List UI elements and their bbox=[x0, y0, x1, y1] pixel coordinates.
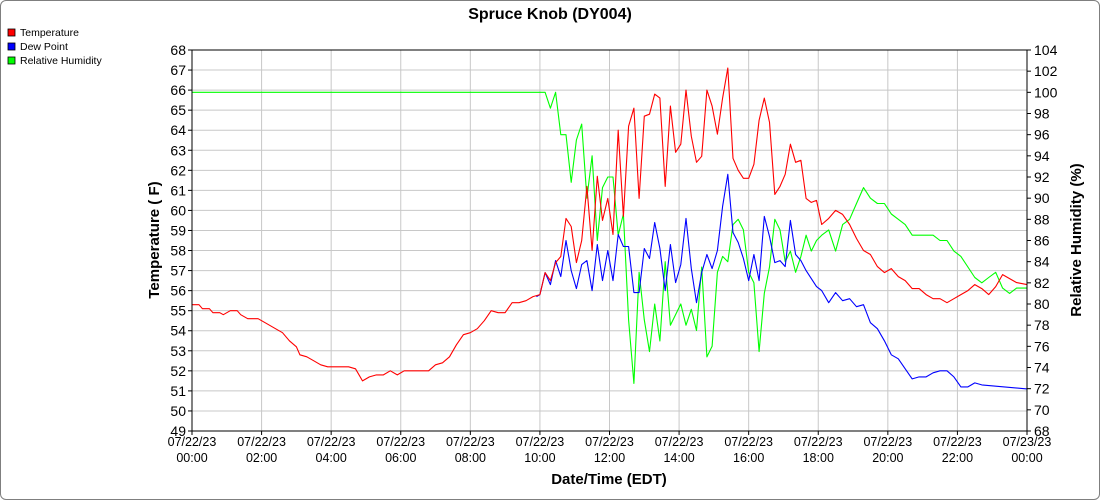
chart-title: Spruce Knob (DY004) bbox=[468, 6, 632, 23]
y-right-tick-label: 92 bbox=[1034, 169, 1050, 185]
x-tick-date: 07/22/23 bbox=[516, 435, 565, 449]
y-left-tick-label: 60 bbox=[170, 202, 186, 218]
y-right-tick-label: 94 bbox=[1034, 148, 1050, 164]
series-line-relative-humidity bbox=[192, 91, 1027, 384]
y-right-tick-label: 100 bbox=[1034, 84, 1058, 100]
legend-swatch bbox=[7, 28, 16, 37]
series-line-dew-point bbox=[536, 173, 1028, 390]
grid bbox=[191, 49, 1028, 432]
x-tick-date: 07/22/23 bbox=[794, 435, 843, 449]
y-left-tick-label: 56 bbox=[170, 283, 186, 299]
y-right-tick-label: 98 bbox=[1034, 106, 1050, 122]
y-left-tick-label: 63 bbox=[170, 142, 186, 158]
x-tick-time: 04:00 bbox=[316, 451, 347, 465]
x-tick-date: 07/22/23 bbox=[376, 435, 425, 449]
x-tick-date: 07/22/23 bbox=[237, 435, 286, 449]
y-left-tick-label: 66 bbox=[170, 82, 186, 98]
y-right-tick-label: 70 bbox=[1034, 402, 1050, 418]
x-tick-time: 06:00 bbox=[385, 451, 416, 465]
x-tick-date: 07/22/23 bbox=[724, 435, 773, 449]
series-layer bbox=[192, 67, 1028, 390]
y-left-ticks: 49 50 51 52 53 54 55 56 57 58 59 60 61 62 63 64 65 66 67 68 bbox=[170, 42, 192, 439]
y-left-tick-label: 68 bbox=[170, 42, 186, 58]
y-left-tick-label: 58 bbox=[170, 243, 186, 259]
y-left-tick-label: 59 bbox=[170, 222, 186, 238]
x-tick-date: 07/22/23 bbox=[307, 435, 356, 449]
y-left-tick-label: 54 bbox=[170, 323, 186, 339]
y-right-tick-label: 76 bbox=[1034, 338, 1050, 354]
y-right-tick-label: 78 bbox=[1034, 317, 1050, 333]
y-left-tick-label: 64 bbox=[170, 122, 186, 138]
x-tick-date: 07/22/23 bbox=[585, 435, 634, 449]
x-axis-label: Date/Time (EDT) bbox=[551, 471, 667, 488]
y-right-ticks: 68 70 72 74 76 78 80 82 84 86 88 90 92 94 96 98 100 102 10… bbox=[1027, 42, 1058, 439]
legend-label: Relative Humidity bbox=[20, 55, 102, 67]
y-right-tick-label: 104 bbox=[1034, 42, 1058, 58]
x-tick-date: 07/22/23 bbox=[863, 435, 912, 449]
y-right-tick-label: 74 bbox=[1034, 360, 1050, 376]
x-tick-time: 18:00 bbox=[803, 451, 834, 465]
series-line-temperature bbox=[192, 67, 1028, 382]
legend-swatch bbox=[7, 42, 16, 51]
y-left-tick-label: 55 bbox=[170, 303, 186, 319]
y-right-tick-label: 72 bbox=[1034, 381, 1050, 397]
x-tick-time: 12:00 bbox=[594, 451, 625, 465]
legend-label: Temperature bbox=[20, 27, 79, 39]
y-right-tick-label: 102 bbox=[1034, 63, 1058, 79]
x-tick-time: 22:00 bbox=[942, 451, 973, 465]
y-right-tick-label: 84 bbox=[1034, 254, 1050, 270]
y-right-tick-label: 90 bbox=[1034, 190, 1050, 206]
x-tick-time: 20:00 bbox=[872, 451, 903, 465]
y-left-tick-label: 52 bbox=[170, 363, 186, 379]
y-right-tick-label: 88 bbox=[1034, 211, 1050, 227]
x-tick-time: 00:00 bbox=[176, 451, 207, 465]
x-ticks: 07/22/23 00:00 07/22/23 02:00 07/22/23 04:00 0… bbox=[168, 431, 1052, 465]
y-right-tick-label: 82 bbox=[1034, 275, 1050, 291]
y-left-tick-label: 62 bbox=[170, 162, 186, 178]
x-tick-time: 02:00 bbox=[246, 451, 277, 465]
y-right-tick-label: 80 bbox=[1034, 296, 1050, 312]
x-tick-time: 00:00 bbox=[1011, 451, 1042, 465]
y-right-tick-label: 68 bbox=[1034, 423, 1050, 439]
x-tick-date: 07/22/23 bbox=[933, 435, 982, 449]
x-tick-date: 07/22/23 bbox=[168, 435, 217, 449]
y-left-tick-label: 57 bbox=[170, 263, 186, 279]
x-tick-time: 14:00 bbox=[663, 451, 694, 465]
legend-label: Dew Point bbox=[20, 41, 68, 53]
x-tick-time: 08:00 bbox=[455, 451, 486, 465]
y-left-tick-label: 65 bbox=[170, 102, 186, 118]
y-left-tick-label: 61 bbox=[170, 182, 186, 198]
y-left-tick-label: 53 bbox=[170, 343, 186, 359]
x-tick-date: 07/22/23 bbox=[655, 435, 704, 449]
x-tick-date: 07/22/23 bbox=[446, 435, 495, 449]
y-right-tick-label: 96 bbox=[1034, 127, 1050, 143]
legend-swatch bbox=[7, 56, 16, 65]
x-tick-time: 16:00 bbox=[733, 451, 764, 465]
y-axis-right-label: Relative Humidity (%) bbox=[1068, 163, 1085, 316]
x-tick-date: 07/23/23 bbox=[1003, 435, 1052, 449]
y-left-tick-label: 50 bbox=[170, 403, 186, 419]
x-tick-time: 10:00 bbox=[524, 451, 555, 465]
y-left-tick-label: 67 bbox=[170, 62, 186, 78]
legend: Temperature Dew Point Relative Humidity bbox=[7, 27, 102, 67]
y-right-tick-label: 86 bbox=[1034, 233, 1050, 249]
y-left-tick-label: 49 bbox=[170, 423, 186, 439]
y-left-tick-label: 51 bbox=[170, 383, 186, 399]
y-axis-left-label: Temperature ( F) bbox=[146, 181, 163, 298]
